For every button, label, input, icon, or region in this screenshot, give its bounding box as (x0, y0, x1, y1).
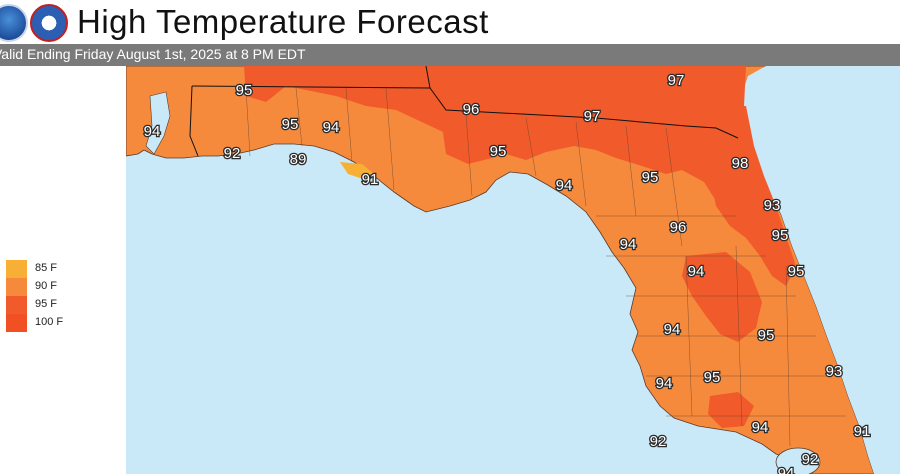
header: High Temperature Forecast (0, 0, 900, 44)
map-label-20: 95 (788, 263, 805, 280)
state-boundary-west (189, 85, 199, 157)
state-boundary-ga (425, 66, 431, 89)
map-label-9: 97 (668, 72, 685, 89)
map-label-2: 94 (144, 123, 161, 140)
noaa-logo (0, 4, 28, 42)
legend-swatch-95 (6, 296, 27, 314)
hot-zone-panhandle (442, 126, 506, 164)
map-label-18: 94 (620, 236, 637, 253)
map-label-5: 94 (323, 119, 340, 136)
hot-zone-west (244, 66, 286, 102)
map-label-4: 95 (282, 116, 299, 133)
map-label-29: 94 (778, 465, 795, 474)
mild-zone-coast (340, 162, 374, 180)
nws-logo (30, 4, 68, 42)
county-lines (245, 87, 846, 447)
page-title: High Temperature Forecast (77, 3, 489, 40)
valid-time-label: Valid Ending Friday August 1st, 2025 at … (0, 46, 306, 62)
map-label-12: 94 (556, 177, 573, 194)
legend-label-100: 100 F (35, 316, 64, 328)
valid-time-bar: Valid Ending Friday August 1st, 2025 at … (0, 44, 900, 66)
legend-label-95: 95 F (35, 298, 58, 310)
hot-zone-east (704, 106, 796, 286)
map-label-25: 94 (656, 375, 673, 392)
map-label-13: 95 (642, 169, 659, 186)
legend-label-90: 90 F (35, 280, 58, 292)
map-label-6: 89 (290, 151, 307, 168)
map-label-30: 92 (802, 451, 819, 468)
hot-zone-southwest (708, 392, 754, 428)
legend-label-85: 85 F (35, 262, 58, 274)
legend-swatch-90 (6, 278, 27, 296)
hot-zone-central (682, 252, 762, 342)
map-label-22: 95 (758, 327, 775, 344)
map-label-16: 96 (670, 219, 687, 236)
map-label-21: 94 (664, 321, 681, 338)
map-label-17: 95 (772, 227, 789, 244)
map-label-7: 91 (362, 171, 379, 188)
mobile-bay (145, 91, 171, 155)
map-label-10: 97 (584, 108, 601, 125)
map-label-8: 96 (463, 101, 480, 118)
map-label-11: 95 (490, 143, 507, 160)
legend-swatch-85 (6, 260, 27, 278)
map-label-19: 94 (688, 263, 705, 280)
hot-zone-north (254, 66, 762, 234)
legend-panel: 85 F 90 F 95 F 100 F (0, 66, 126, 474)
map-canvas: 95 94 92 95 94 89 91 96 97 97 95 94 95 9… (126, 66, 900, 474)
lake-okeechobee (775, 447, 821, 474)
map-label-27: 94 (752, 419, 769, 436)
atlantic-water (738, 66, 900, 474)
map-label-14: 98 (732, 155, 749, 172)
map-label-3: 92 (224, 145, 241, 162)
forecast-map[interactable]: 95 94 92 95 94 89 91 96 97 97 95 94 95 9… (126, 66, 900, 474)
map-label-15: 93 (764, 197, 781, 214)
map-label-26: 92 (650, 433, 667, 450)
map-label-23: 95 (704, 369, 721, 386)
map-label-28: 91 (854, 423, 871, 440)
map-label-24: 93 (826, 363, 843, 380)
legend-swatch-100 (6, 314, 27, 332)
map-label-1: 95 (236, 82, 253, 99)
